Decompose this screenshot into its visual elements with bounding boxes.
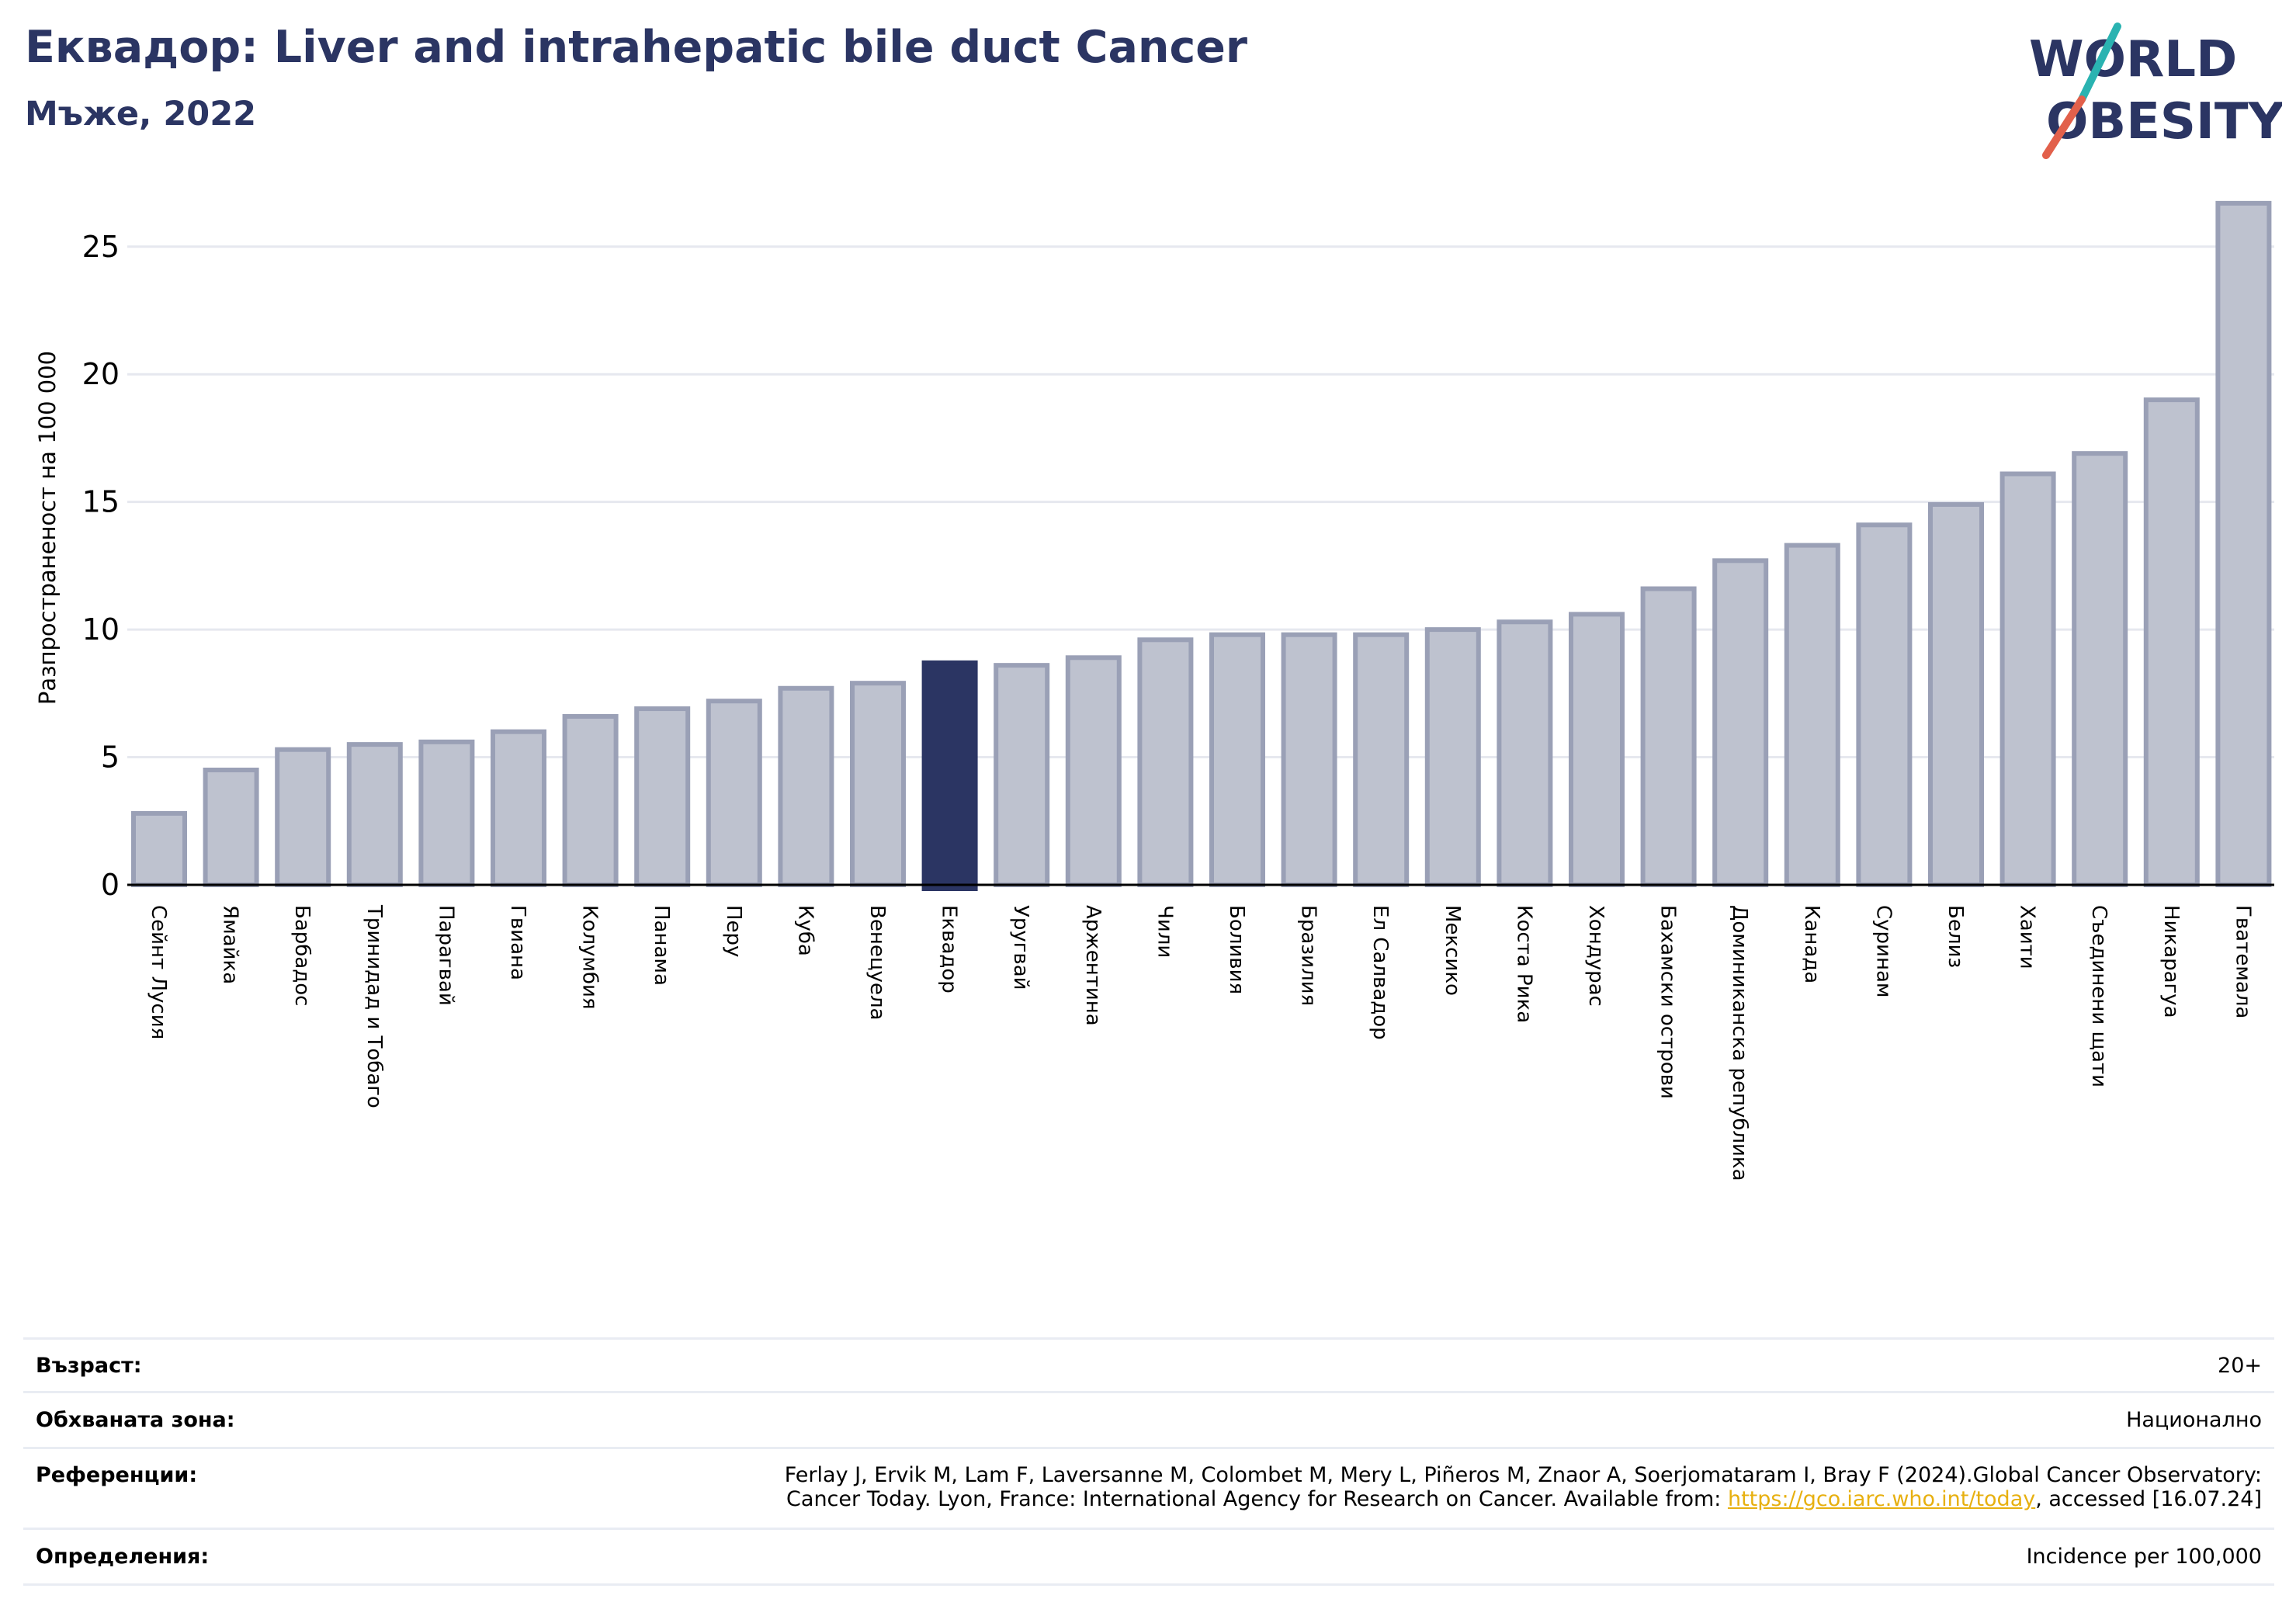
x-tick-label: Никарагуа bbox=[2159, 905, 2183, 1018]
bar bbox=[1209, 632, 1265, 887]
metadata-table: Възраст: 20+ Обхваната зона: Национално … bbox=[23, 1337, 2274, 1586]
world-obesity-logo: WORLD OBESITY bbox=[2029, 23, 2282, 159]
y-axis-label: Разпространеност на 100 000 bbox=[34, 351, 61, 705]
references-line-2-suffix: , accessed [16.07.24] bbox=[2035, 1487, 2262, 1511]
x-tick-label: Суринам bbox=[1871, 905, 1895, 998]
x-tick-label: Мексико bbox=[1441, 905, 1464, 996]
y-tick-label: 15 bbox=[82, 485, 120, 519]
x-tick-label: Колумбия bbox=[578, 905, 602, 1010]
x-axis-tick-labels: Сейнт Лусия Ямайка Барбадос Тринидад и Тоба… bbox=[147, 904, 2254, 1181]
x-tick-label: Боливия bbox=[1225, 905, 1248, 994]
logo-slash-teal bbox=[2078, 23, 2121, 103]
x-tick-label: Канада bbox=[1800, 905, 1823, 983]
bar bbox=[1137, 637, 1194, 887]
x-tick-label: Ямайка bbox=[219, 905, 242, 984]
references-link[interactable]: https://gco.iarc.who.int/today bbox=[1727, 1487, 2036, 1511]
x-tick-label: Уругвай bbox=[1009, 905, 1032, 990]
bar-chart: 0 5 10 15 20 25 Разпространеност на 100 000 С… bbox=[34, 200, 2274, 1181]
x-tick-label: Куба bbox=[793, 905, 817, 956]
meta-row-age: Възраст: 20+ bbox=[23, 1337, 2274, 1393]
meta-row-definitions: Определения: Incidence per 100,000 bbox=[23, 1530, 2274, 1586]
bar bbox=[131, 810, 187, 888]
bar bbox=[1353, 632, 1410, 887]
bar-highlight bbox=[921, 660, 978, 891]
chart-subtitle: Мъже, 2022 bbox=[25, 95, 257, 134]
references-value: Ferlay J, Ervik M, Lam F, Laversanne M, … bbox=[785, 1463, 2262, 1511]
x-tick-label: Перу bbox=[722, 905, 745, 957]
grid-lines bbox=[127, 245, 2274, 759]
x-tick-label: Аржентина bbox=[1081, 905, 1105, 1026]
y-tick-label: 25 bbox=[82, 230, 120, 264]
x-tick-label: Доминиканска република bbox=[1728, 905, 1751, 1181]
meta-row-references: Референции: Ferlay J, Ervik M, Lam F, La… bbox=[23, 1449, 2274, 1530]
bar bbox=[1281, 632, 1337, 887]
x-tick-label: Хондурас bbox=[1584, 905, 1608, 1007]
x-tick-label: Хаити bbox=[2016, 905, 2039, 969]
x-tick-label: Парагвай bbox=[434, 905, 457, 1006]
bar bbox=[1424, 627, 1481, 887]
x-tick-label: Гвиана bbox=[506, 905, 529, 980]
definitions-label: Определения: bbox=[36, 1545, 210, 1569]
x-tick-label: Бразилия bbox=[1297, 905, 1320, 1006]
x-tick-label: Еквадор bbox=[938, 905, 961, 994]
bar bbox=[562, 713, 619, 888]
age-label: Възраст: bbox=[36, 1353, 142, 1378]
bar bbox=[1784, 543, 1840, 887]
references-line-1: Ferlay J, Ervik M, Lam F, Laversanne M, … bbox=[784, 1463, 2262, 1487]
bar bbox=[850, 681, 906, 888]
chart-title: Еквадор: Liver and intrahepatic bile duc… bbox=[25, 22, 1248, 73]
bar bbox=[1856, 522, 1913, 887]
logo-slash-coral bbox=[2042, 95, 2086, 159]
bar bbox=[1640, 586, 1697, 887]
area-label: Обхваната зона: bbox=[36, 1408, 235, 1432]
bars bbox=[131, 200, 2272, 891]
logo-word-obesity: OBESITY bbox=[2046, 93, 2282, 151]
y-tick-label: 0 bbox=[101, 868, 120, 902]
bar bbox=[706, 699, 762, 888]
bar bbox=[2072, 451, 2128, 887]
x-tick-label: Белиз bbox=[1944, 905, 1967, 968]
age-value: 20+ bbox=[2218, 1353, 2262, 1378]
references-line-2: Cancer Today. Lyon, France: Internationa… bbox=[785, 1487, 2262, 1511]
x-tick-label: Гватемала bbox=[2231, 905, 2254, 1018]
area-value: Национално bbox=[2126, 1408, 2262, 1432]
x-tick-label: Чили bbox=[1153, 905, 1176, 958]
y-tick-label: 10 bbox=[82, 612, 120, 647]
x-tick-label: Венецуела bbox=[865, 905, 889, 1020]
bar bbox=[1497, 619, 1553, 887]
bar bbox=[1928, 501, 1984, 887]
bar bbox=[1065, 655, 1122, 887]
x-tick-label: Коста Рика bbox=[1512, 905, 1535, 1023]
bar bbox=[1569, 612, 1625, 888]
x-tick-label: Панама bbox=[650, 905, 673, 986]
bar bbox=[418, 739, 475, 887]
references-line-2-prefix: Cancer Today. Lyon, France: Internationa… bbox=[786, 1487, 1728, 1511]
y-tick-label: 5 bbox=[101, 740, 120, 775]
meta-row-area: Обхваната зона: Национално bbox=[23, 1393, 2274, 1449]
references-label: Референции: bbox=[36, 1463, 198, 1487]
bar bbox=[275, 747, 331, 888]
y-axis-ticks: 0 5 10 15 20 25 bbox=[82, 230, 120, 902]
x-tick-label: Бахамски острови bbox=[1656, 905, 1680, 1099]
x-tick-label: Барбадос bbox=[290, 905, 314, 1006]
bar bbox=[778, 685, 834, 887]
bar bbox=[2215, 200, 2272, 888]
x-tick-label: Съединени щати bbox=[2087, 905, 2110, 1087]
bar bbox=[1712, 558, 1769, 887]
logo-word-world: WORLD bbox=[2029, 31, 2237, 88]
bar bbox=[203, 768, 259, 887]
x-tick-label: Сейнт Лусия bbox=[147, 905, 170, 1039]
x-tick-label: Ел Салвадор bbox=[1368, 905, 1392, 1040]
bar bbox=[2143, 397, 2200, 887]
bar bbox=[994, 663, 1050, 888]
definitions-value: Incidence per 100,000 bbox=[2026, 1545, 2262, 1569]
bar bbox=[491, 729, 546, 888]
bar bbox=[634, 706, 691, 887]
y-tick-label: 20 bbox=[82, 357, 120, 391]
bar bbox=[1999, 471, 2056, 887]
x-tick-label: Тринидад и Тобаго bbox=[362, 904, 386, 1108]
bar bbox=[346, 742, 403, 887]
